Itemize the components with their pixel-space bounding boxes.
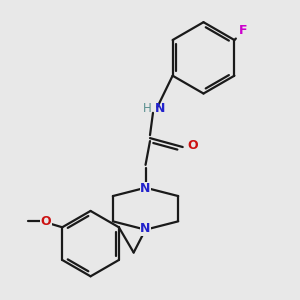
Text: O: O <box>187 139 198 152</box>
Text: N: N <box>140 222 151 235</box>
Text: H: H <box>143 102 152 115</box>
Text: N: N <box>154 102 165 115</box>
Text: N: N <box>140 182 151 195</box>
Text: F: F <box>239 24 247 37</box>
Text: O: O <box>40 215 51 228</box>
